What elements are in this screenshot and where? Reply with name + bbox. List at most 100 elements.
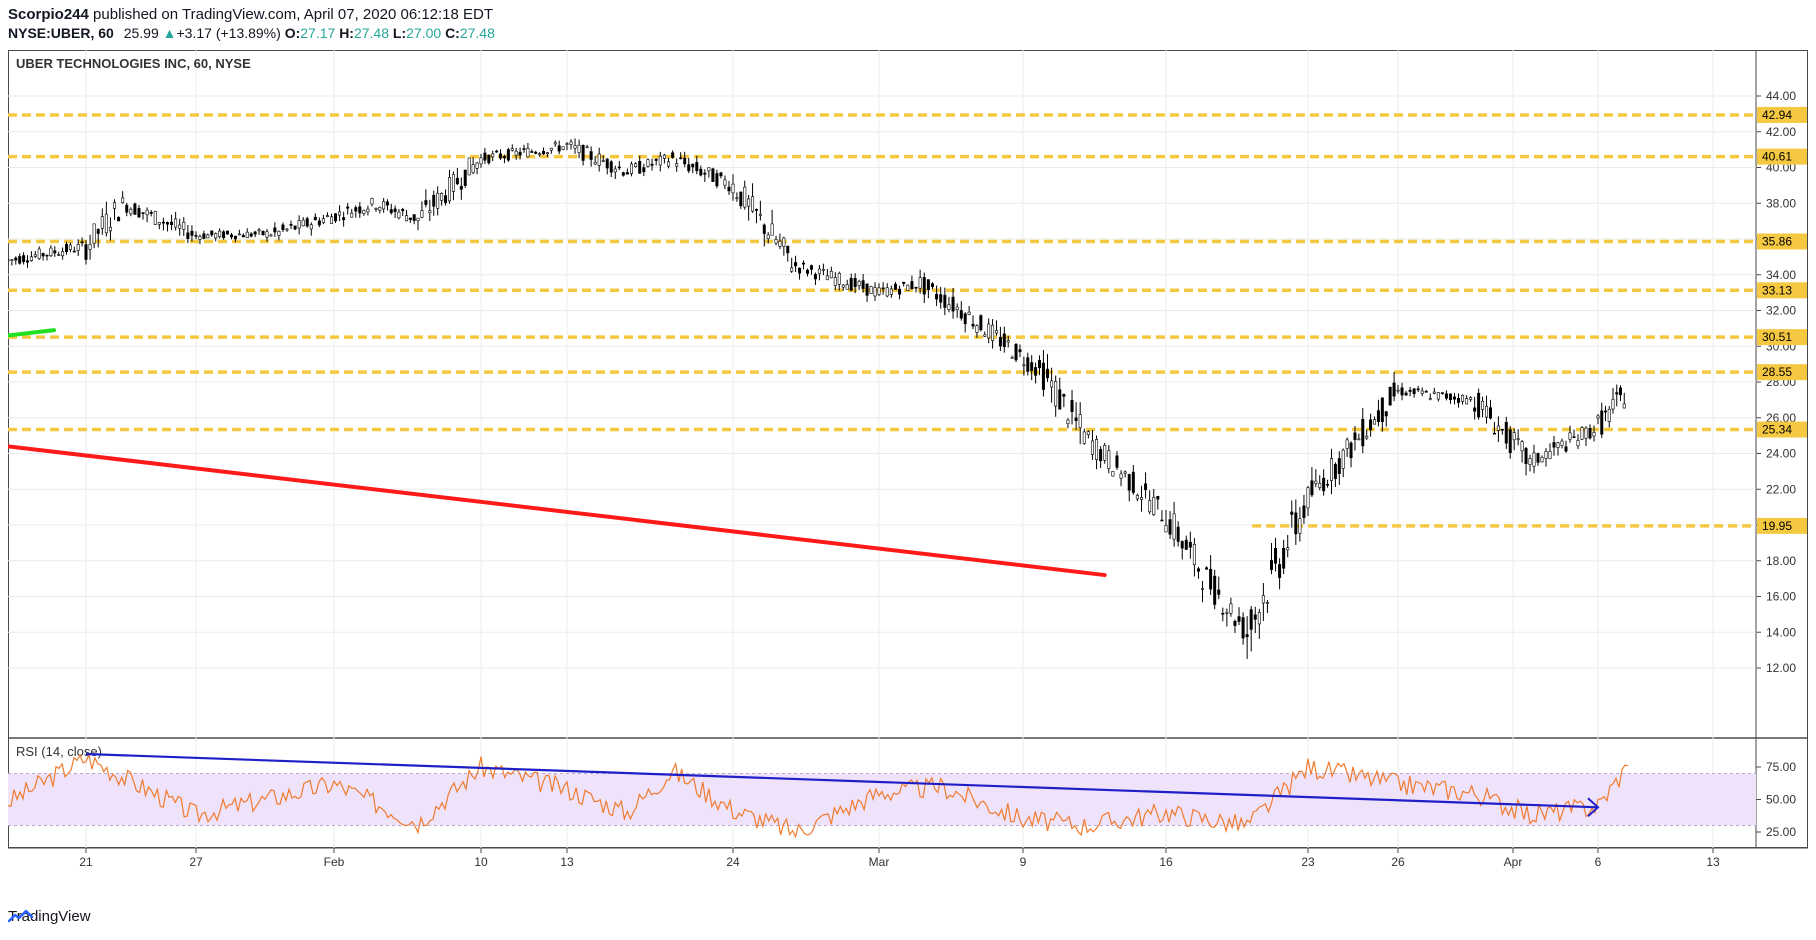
candle-body	[770, 223, 774, 236]
candle-body	[510, 148, 514, 151]
candle-body	[145, 209, 149, 216]
candle-body	[646, 159, 650, 167]
candle-body	[305, 218, 309, 227]
candle-body	[253, 231, 257, 235]
candle-body	[378, 206, 382, 211]
candle-body	[1002, 333, 1006, 348]
candle-body	[338, 211, 342, 216]
tradingview-logo-icon[interactable]	[8, 908, 34, 924]
candle-body	[1241, 617, 1245, 639]
candle-body	[1090, 440, 1094, 455]
candle-body	[1552, 442, 1556, 448]
candle-body	[182, 221, 186, 230]
candle-body	[1302, 505, 1306, 518]
candle-body	[1286, 547, 1290, 551]
date-tick-label: Feb	[324, 855, 345, 869]
candle-body	[703, 172, 707, 175]
candle-body	[451, 174, 455, 192]
date-tick-label: 26	[1391, 855, 1405, 869]
candle-body	[833, 277, 837, 286]
candle-body	[194, 235, 198, 237]
candle-body	[1006, 340, 1010, 343]
candle-body	[1168, 519, 1172, 535]
candle-body	[366, 208, 370, 213]
candle-body	[642, 167, 646, 173]
candle-body	[1329, 458, 1333, 481]
candle-body	[914, 286, 918, 289]
chart-svg[interactable]: 12.0014.0016.0018.0020.0022.0024.0026.00…	[8, 50, 1808, 898]
candle-body	[1600, 410, 1604, 435]
candle-body	[222, 231, 226, 239]
level-label-bg	[1757, 421, 1807, 438]
candle-body	[1205, 567, 1209, 570]
candle-body	[565, 143, 569, 145]
candle-body	[739, 191, 743, 207]
candle-body	[731, 183, 735, 194]
candle-body	[1516, 438, 1520, 441]
candle-body	[707, 167, 711, 172]
candle-body	[178, 224, 182, 229]
candle-body	[1209, 568, 1213, 590]
candle-body	[534, 151, 538, 154]
candle-body	[743, 186, 747, 208]
candle-body	[813, 274, 817, 280]
level-label: 19.95	[1762, 519, 1792, 533]
candle-body	[354, 207, 358, 212]
candle-body	[786, 245, 790, 254]
candle-body	[265, 231, 269, 238]
candle-body	[1123, 471, 1127, 474]
candle-body	[1014, 343, 1018, 361]
candle-body	[629, 163, 633, 174]
candle-body	[553, 142, 557, 145]
candle-body	[1233, 620, 1237, 626]
candle-body	[1512, 432, 1516, 441]
candle-body	[747, 198, 751, 207]
candle-body	[1353, 432, 1357, 440]
candle-body	[129, 208, 133, 215]
candle-body	[1384, 411, 1388, 417]
candle-body	[1229, 603, 1233, 614]
candle-body	[918, 277, 922, 289]
level-label-bg	[1757, 106, 1807, 123]
candle-body	[76, 244, 80, 251]
candle-body	[117, 216, 121, 222]
candle-body	[605, 158, 609, 169]
candle-body	[389, 209, 393, 214]
candle-body	[581, 144, 585, 161]
symbol-label[interactable]: NYSE:UBER, 60	[8, 25, 114, 41]
candle-body	[687, 164, 691, 172]
candle-body	[963, 313, 967, 325]
candle-body	[412, 214, 416, 221]
candle-body	[935, 293, 939, 300]
candle-body	[1119, 473, 1123, 479]
candle-body	[1026, 357, 1030, 372]
candle-body	[1496, 425, 1500, 431]
candle-body	[233, 235, 237, 240]
candle-body	[1050, 380, 1054, 388]
candle-body	[1380, 397, 1384, 422]
date-tick-label: Apr	[1504, 855, 1523, 869]
candle-body	[1592, 432, 1596, 437]
candle-body	[370, 198, 374, 205]
green-trendline	[8, 328, 56, 338]
candle-body	[893, 283, 897, 290]
candle-body	[545, 152, 549, 155]
candle-body	[577, 144, 581, 153]
candle-body	[346, 206, 350, 209]
candle-body	[987, 323, 991, 339]
candle-body	[80, 241, 84, 244]
author-name[interactable]: Scorpio244	[8, 6, 89, 23]
candle-body	[96, 229, 100, 234]
rsi-tick-label: 25.00	[1766, 825, 1796, 839]
chart-area[interactable]: 12.0014.0016.0018.0020.0022.0024.0026.00…	[8, 50, 1808, 898]
candle-body	[432, 194, 436, 207]
candle-body	[695, 162, 699, 172]
candle-body	[1432, 391, 1436, 394]
candle-body	[593, 161, 597, 165]
candle-body	[84, 244, 88, 260]
candle-body	[1038, 360, 1042, 368]
candle-body	[1164, 525, 1168, 533]
candle-body	[190, 230, 194, 236]
candle-body	[301, 219, 305, 227]
candle-body	[269, 234, 273, 237]
